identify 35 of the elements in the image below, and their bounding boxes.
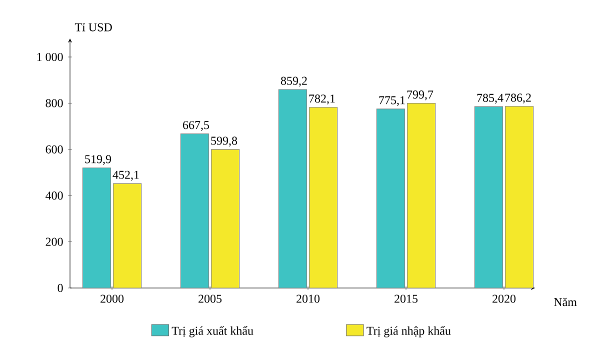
data-label: 782,1: [309, 94, 335, 104]
x-tick-label: 2020: [492, 294, 516, 303]
bar: [407, 102, 436, 288]
data-label: 519,9: [85, 155, 112, 165]
bar: [309, 107, 338, 288]
y-axis-title: Tỉ USD: [74, 23, 112, 32]
bar: [82, 168, 111, 288]
data-label: 599,8: [211, 136, 238, 146]
data-label: 667,5: [183, 121, 210, 131]
bar: [180, 134, 209, 288]
data-label: 775,1: [379, 96, 405, 106]
data-label: 785,4: [477, 94, 504, 104]
y-tick-label: 400: [46, 192, 63, 200]
y-tick-label: 600: [46, 145, 63, 154]
bar: [113, 183, 142, 288]
x-tick-label: 2015: [394, 294, 418, 303]
x-tick-label: 2000: [100, 294, 124, 303]
x-tick-label: 2005: [198, 294, 222, 303]
y-tick-label: 0: [58, 284, 63, 292]
data-label: 799,7: [407, 90, 434, 100]
data-label: 786,2: [505, 94, 531, 104]
legend-label: Trị giá xuất khẩu: [172, 326, 254, 338]
data-label: 859,2: [280, 76, 307, 87]
y-tick-label: 1 000: [37, 52, 63, 62]
bar: [278, 89, 307, 288]
bar: [505, 106, 534, 288]
x-axis-title: Năm: [554, 298, 577, 306]
y-tick-label: 200: [46, 238, 63, 246]
x-tick-label: 2010: [296, 294, 320, 303]
y-tick-label: 800: [46, 99, 63, 108]
legend-label: Trị giá nhập khẩu: [366, 326, 451, 338]
bar: [474, 106, 503, 288]
data-label: 452,1: [112, 170, 139, 181]
bar: [376, 108, 405, 288]
bar: [211, 149, 240, 288]
